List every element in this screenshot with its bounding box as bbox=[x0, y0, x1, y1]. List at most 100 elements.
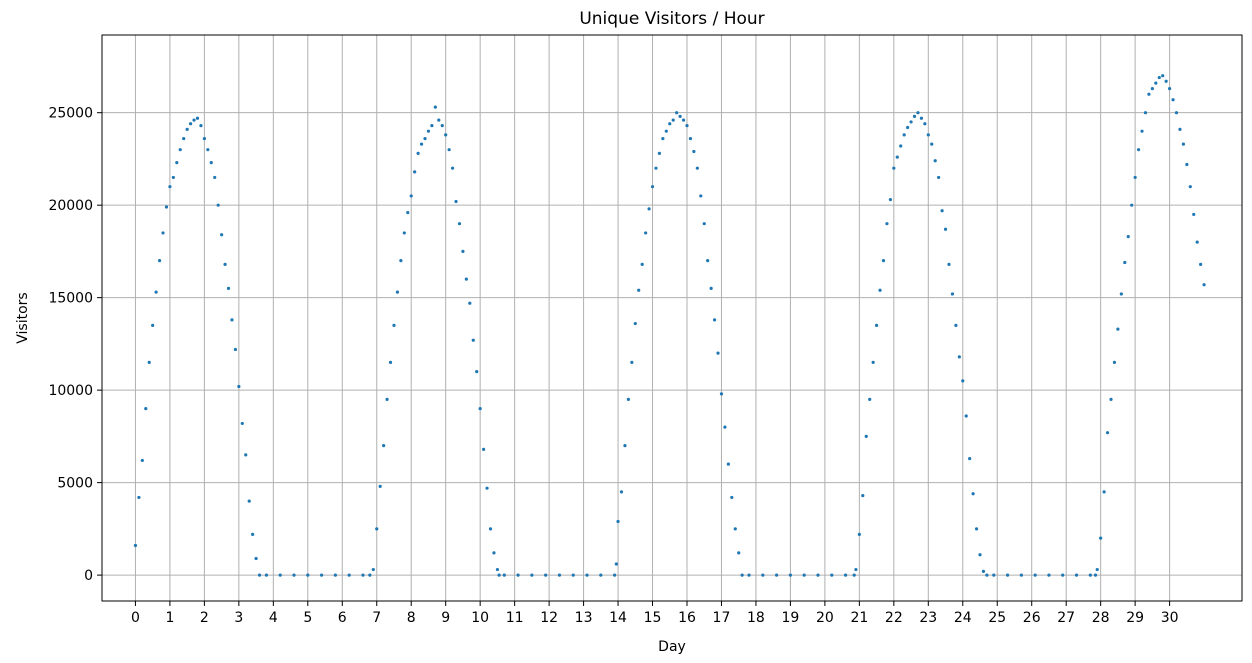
data-point bbox=[251, 532, 255, 537]
x-tick-label: 25 bbox=[988, 610, 1006, 626]
data-point bbox=[1157, 75, 1161, 80]
data-point bbox=[264, 573, 269, 577]
data-point bbox=[630, 360, 634, 364]
data-point bbox=[1199, 262, 1203, 266]
data-point bbox=[413, 170, 417, 174]
x-tick-label: 1 bbox=[165, 610, 174, 626]
data-point bbox=[433, 105, 437, 109]
data-point bbox=[516, 573, 520, 577]
x-tick-label: 0 bbox=[131, 610, 140, 626]
data-point bbox=[1130, 203, 1134, 207]
data-point bbox=[668, 122, 672, 126]
data-point bbox=[1168, 87, 1172, 91]
data-point bbox=[1185, 162, 1189, 167]
data-point bbox=[168, 185, 172, 189]
data-point bbox=[482, 447, 486, 451]
data-point bbox=[740, 573, 744, 577]
data-point bbox=[1123, 260, 1127, 265]
data-point bbox=[1116, 327, 1120, 331]
data-point bbox=[788, 573, 793, 577]
data-point bbox=[661, 136, 665, 141]
data-point bbox=[681, 118, 686, 122]
data-point bbox=[1140, 129, 1144, 133]
data-point bbox=[416, 151, 420, 155]
data-point bbox=[454, 199, 458, 204]
data-point bbox=[1033, 573, 1037, 577]
data-point bbox=[974, 527, 979, 531]
data-point bbox=[226, 286, 231, 291]
data-point bbox=[240, 421, 244, 426]
data-point bbox=[688, 136, 693, 141]
x-tick-label: 5 bbox=[303, 610, 312, 626]
data-point bbox=[171, 175, 175, 180]
data-point bbox=[633, 321, 637, 326]
data-point bbox=[888, 198, 892, 202]
data-point bbox=[623, 444, 627, 448]
data-point bbox=[968, 456, 972, 461]
data-point bbox=[151, 323, 155, 327]
data-point bbox=[585, 573, 589, 577]
data-point bbox=[368, 573, 372, 577]
data-point bbox=[978, 553, 982, 557]
data-point bbox=[971, 492, 975, 496]
data-point bbox=[1005, 573, 1010, 577]
data-point bbox=[730, 495, 734, 500]
data-point bbox=[247, 499, 251, 503]
data-point bbox=[692, 149, 696, 154]
x-tick-label: 15 bbox=[644, 610, 662, 626]
data-point bbox=[830, 573, 834, 577]
data-point bbox=[723, 425, 727, 429]
data-point bbox=[347, 573, 351, 577]
data-point bbox=[954, 323, 958, 327]
data-point bbox=[854, 567, 858, 572]
data-point bbox=[257, 573, 262, 577]
data-point bbox=[164, 205, 169, 209]
x-tick-label: 6 bbox=[338, 610, 347, 626]
data-point bbox=[943, 227, 948, 231]
data-point bbox=[678, 114, 682, 118]
data-point bbox=[885, 222, 889, 226]
grid-lines bbox=[102, 35, 1242, 601]
data-point bbox=[497, 573, 501, 577]
x-axis-label: Day bbox=[658, 639, 686, 655]
data-point bbox=[695, 166, 699, 170]
plot-frame bbox=[101, 34, 1243, 602]
y-tick-label: 25000 bbox=[48, 106, 93, 122]
data-point bbox=[1074, 573, 1079, 577]
data-point bbox=[933, 159, 937, 163]
data-point bbox=[1105, 431, 1110, 435]
data-point bbox=[1202, 283, 1206, 287]
data-point bbox=[571, 573, 575, 577]
data-point bbox=[637, 288, 641, 292]
data-point bbox=[1188, 185, 1192, 189]
x-tick-label: 27 bbox=[1057, 610, 1075, 626]
data-point bbox=[919, 116, 924, 120]
data-point bbox=[926, 133, 930, 137]
data-point bbox=[492, 551, 496, 555]
data-point bbox=[406, 210, 410, 215]
x-tick-label: 11 bbox=[506, 610, 524, 626]
data-point bbox=[657, 151, 662, 155]
x-tick-label: 8 bbox=[407, 610, 416, 626]
data-point bbox=[192, 118, 196, 122]
x-tick-label: 20 bbox=[816, 610, 834, 626]
data-point bbox=[747, 573, 751, 577]
data-point bbox=[306, 573, 310, 577]
data-point bbox=[1136, 148, 1141, 152]
data-point bbox=[699, 194, 703, 198]
data-point bbox=[188, 122, 193, 126]
data-point bbox=[502, 573, 506, 577]
data-point bbox=[1164, 79, 1168, 83]
data-point bbox=[385, 397, 389, 401]
data-point bbox=[1181, 142, 1185, 146]
data-point bbox=[430, 124, 434, 128]
data-point bbox=[675, 111, 679, 115]
data-point bbox=[450, 166, 455, 170]
data-point bbox=[626, 397, 630, 401]
data-point bbox=[640, 262, 644, 266]
data-point bbox=[199, 124, 203, 128]
data-point bbox=[423, 136, 427, 141]
x-tick-label: 17 bbox=[713, 610, 731, 626]
data-point bbox=[223, 262, 227, 266]
data-point bbox=[1099, 536, 1103, 540]
